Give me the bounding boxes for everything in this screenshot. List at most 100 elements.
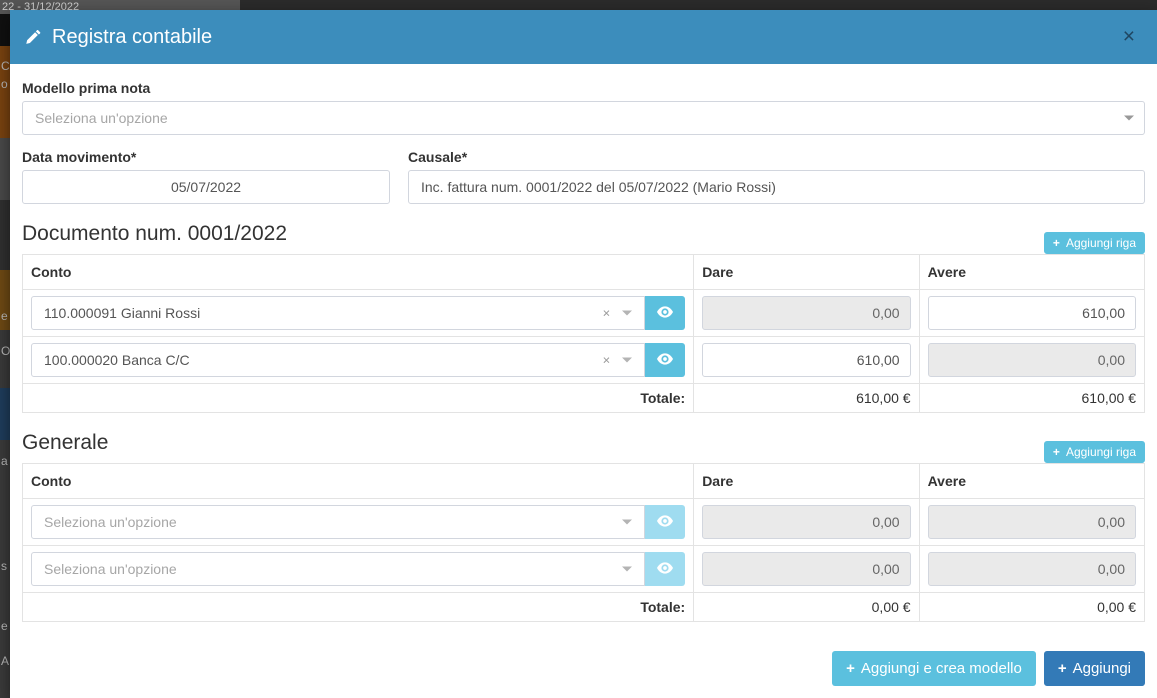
add-and-create-template-button[interactable]: + Aggiungi e crea modello <box>832 651 1036 686</box>
generale-total-row: Totale: 0,00 € 0,00 € <box>21 592 1146 622</box>
dare-amount-input <box>702 552 911 586</box>
documento-total-label: Totale: <box>21 383 695 413</box>
generale-total-label: Totale: <box>21 592 695 622</box>
add-button[interactable]: + Aggiungi <box>1043 651 1145 686</box>
chevron-down-icon <box>622 357 633 363</box>
conto-select[interactable]: Seleziona un'opzione <box>31 552 646 586</box>
modal-header: Registra contabile × <box>10 10 1157 64</box>
pencil-icon <box>25 29 42 46</box>
dare-amount-input-cell <box>693 336 920 384</box>
eye-icon <box>657 561 674 577</box>
documento-col-conto: Conto <box>21 254 695 290</box>
dare-amount-input[interactable] <box>702 343 911 377</box>
date-causale-row: Data movimento* Causale* <box>22 149 1145 204</box>
backdrop-text-fragment: a <box>1 454 8 468</box>
modello-prima-nota-select[interactable]: Seleziona un'opzione <box>22 101 1145 135</box>
conto-cell: 110.000091 Gianni Rossi × <box>21 289 695 337</box>
documento-total-row: Totale: 610,00 € 610,00 € <box>21 383 1146 413</box>
avere-amount-input-cell <box>918 336 1146 384</box>
clear-selection-icon[interactable]: × <box>602 352 611 368</box>
modal-footer: + Aggiungi e crea modello + Aggiungi <box>10 641 1157 698</box>
documento-col-dare: Dare <box>693 254 920 290</box>
conto-cell: Seleziona un'opzione <box>21 545 695 593</box>
avere-amount-input[interactable] <box>927 296 1136 330</box>
documento-add-row-button[interactable]: + Aggiungi riga <box>1043 232 1145 254</box>
view-account-button[interactable] <box>645 505 686 539</box>
conto-control-group: 100.000020 Banca C/C × <box>31 343 686 377</box>
avere-amount-input <box>927 505 1136 539</box>
conto-select[interactable]: Seleziona un'opzione <box>31 505 646 539</box>
backdrop-text-fragment: o <box>1 77 8 91</box>
backdrop-text-fragment: e <box>1 619 8 633</box>
generale-table-body: Seleziona un'opzione Seleziona un'opzione <box>21 498 1146 593</box>
backdrop-text-fragment: s <box>1 559 7 573</box>
generale-table: Conto Dare Avere Seleziona un'opzioneSel… <box>21 463 1146 622</box>
backdrop-text-fragment: e <box>1 309 8 323</box>
table-row: 110.000091 Gianni Rossi × <box>21 289 1146 337</box>
conto-cell: Seleziona un'opzione <box>21 498 695 546</box>
clear-selection-icon[interactable]: × <box>602 305 611 321</box>
backdrop-text-fragment: C <box>1 59 10 73</box>
generale-table-header-row: Conto Dare Avere <box>21 463 1146 499</box>
generale-col-dare: Dare <box>693 463 920 499</box>
conto-select-value: 100.000020 Banca C/C <box>44 352 190 368</box>
avere-amount-input <box>927 343 1136 377</box>
avere-amount-input-cell <box>918 545 1146 593</box>
dare-amount-input <box>702 296 911 330</box>
chevron-down-icon <box>622 310 633 316</box>
data-movimento-input[interactable] <box>22 170 390 204</box>
data-movimento-group: Data movimento* <box>22 149 390 204</box>
dare-amount-input-cell <box>693 289 920 337</box>
conto-control-group: 110.000091 Gianni Rossi × <box>31 296 686 330</box>
avere-amount-input-cell <box>918 289 1146 337</box>
modello-prima-nota-value: Seleziona un'opzione <box>35 110 168 126</box>
eye-icon <box>657 305 674 321</box>
table-row: Seleziona un'opzione <box>21 545 1146 593</box>
view-account-button[interactable] <box>645 296 686 330</box>
conto-select-value: Seleziona un'opzione <box>44 514 177 530</box>
registra-contabile-modal: Registra contabile × Modello prima nota … <box>10 10 1157 698</box>
chevron-down-icon <box>622 519 633 525</box>
backdrop-text-fragment: O <box>1 344 11 358</box>
modal-body: Modello prima nota Seleziona un'opzione … <box>10 64 1157 641</box>
plus-icon: + <box>1057 660 1067 677</box>
avere-amount-input-cell <box>918 498 1146 546</box>
view-account-button[interactable] <box>645 552 686 586</box>
backdrop-text-fragment: A <box>1 654 10 668</box>
documento-section-header: Documento num. 0001/2022 + Aggiungi riga <box>22 204 1145 254</box>
conto-select-value: Seleziona un'opzione <box>44 561 177 577</box>
conto-cell: 100.000020 Banca C/C × <box>21 336 695 384</box>
documento-add-row-label: Aggiungi riga <box>1065 236 1136 250</box>
dare-amount-input <box>702 505 911 539</box>
generale-add-row-button[interactable]: + Aggiungi riga <box>1043 441 1145 463</box>
view-account-button[interactable] <box>645 343 686 377</box>
conto-select-value: 110.000091 Gianni Rossi <box>44 305 201 321</box>
table-row: 100.000020 Banca C/C × <box>21 336 1146 384</box>
documento-table-body: 110.000091 Gianni Rossi×100.000020 Banca… <box>21 289 1146 384</box>
plus-icon: + <box>1052 236 1060 250</box>
dare-amount-input-cell <box>693 498 920 546</box>
documento-col-avere: Avere <box>918 254 1146 290</box>
modal-title: Registra contabile <box>25 26 212 49</box>
modal-title-text: Registra contabile <box>52 25 213 48</box>
add-and-create-template-label: Aggiungi e crea modello <box>860 660 1022 677</box>
plus-icon: + <box>1052 445 1060 459</box>
chevron-down-icon <box>622 566 633 572</box>
generale-col-avere: Avere <box>918 463 1146 499</box>
generale-section-header: Generale + Aggiungi riga <box>22 413 1145 463</box>
causale-input[interactable] <box>408 170 1145 204</box>
conto-select[interactable]: 100.000020 Banca C/C × <box>31 343 646 377</box>
documento-total-dare: 610,00 € <box>693 383 920 413</box>
generale-total-dare: 0,00 € <box>693 592 920 622</box>
avere-amount-input <box>927 552 1136 586</box>
generale-title: Generale <box>22 431 109 454</box>
documento-title: Documento num. 0001/2022 <box>22 222 288 245</box>
generale-total-avere: 0,00 € <box>918 592 1146 622</box>
modello-prima-nota-label: Modello prima nota <box>22 80 151 96</box>
close-icon[interactable]: × <box>1117 24 1141 49</box>
conto-control-group: Seleziona un'opzione <box>31 505 686 539</box>
eye-icon <box>657 352 674 368</box>
causale-group: Causale* <box>408 149 1145 204</box>
data-movimento-label: Data movimento* <box>22 149 137 165</box>
conto-select[interactable]: 110.000091 Gianni Rossi × <box>31 296 646 330</box>
